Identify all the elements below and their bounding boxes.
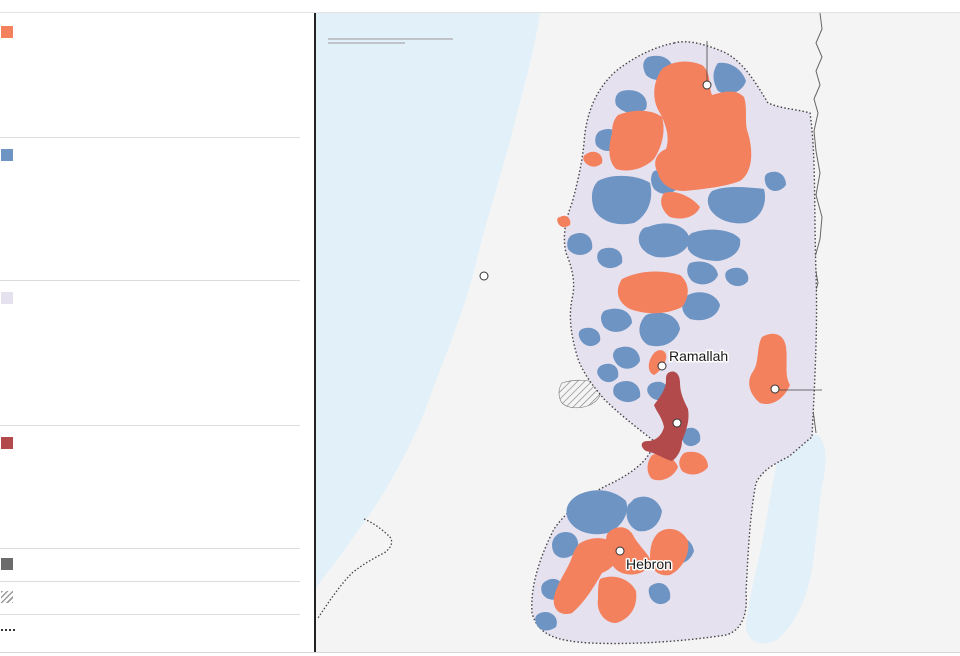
area-a-mid-large xyxy=(617,271,688,314)
legend-item-area-b xyxy=(0,138,300,281)
legend-item-area-a xyxy=(0,13,300,138)
area-b-mid-7 xyxy=(597,247,623,269)
legend-item-green-line xyxy=(0,615,300,651)
area-b-south-3 xyxy=(552,531,579,558)
east-jerusalem-swatch xyxy=(1,437,13,449)
area-b-mid-1 xyxy=(591,175,652,225)
area-c-swatch xyxy=(1,292,13,304)
area-b-north-3 xyxy=(615,90,647,114)
east-jerusalem-area xyxy=(641,371,689,461)
area-a-bethlehem-2 xyxy=(679,451,708,475)
hatch-swatch xyxy=(1,591,13,603)
area-b-mid-9 xyxy=(682,292,720,321)
area-a-hebron-west xyxy=(553,538,619,615)
area-b-jerusalem-east xyxy=(681,427,701,447)
area-b-mid-11 xyxy=(639,312,680,347)
area-a-hebron-east xyxy=(650,528,689,576)
city-marker-ramallah xyxy=(657,361,667,371)
area-b-south-2 xyxy=(626,496,662,532)
area-b-mid-15 xyxy=(613,380,641,403)
area-b-south-6 xyxy=(535,611,557,631)
area-b-mid-12 xyxy=(578,327,601,347)
area-a-zones xyxy=(553,61,790,623)
area-b-east-1 xyxy=(725,267,749,287)
city-marker-jericho xyxy=(770,384,780,394)
area-b-mid-4 xyxy=(764,171,786,191)
area-b-mid-6 xyxy=(687,229,741,261)
area-a-nablus xyxy=(654,61,752,191)
area-a-ramallah xyxy=(648,350,667,375)
area-b-mid-13 xyxy=(613,346,640,369)
area-b-west-2 xyxy=(567,232,593,255)
west-bank-map: Ramallah Hebron xyxy=(316,13,960,652)
mediterranean-sea xyxy=(316,13,540,588)
area-a-jericho xyxy=(749,333,790,405)
area-a-qalqilya xyxy=(557,215,571,228)
area-a-qalqilya-north xyxy=(583,151,603,167)
city-marker-jerusalem xyxy=(672,418,682,428)
top-divider xyxy=(0,12,960,13)
city-marker-nablus xyxy=(702,80,712,90)
area-a-tulkarm xyxy=(609,110,664,171)
city-marker-tel-aviv xyxy=(479,271,489,281)
legend-item-east-jerusalem xyxy=(0,426,300,549)
dead-sea xyxy=(746,432,826,644)
area-b-south-7 xyxy=(648,582,671,605)
legend-item-settlement xyxy=(0,549,300,582)
area-b-mid-5 xyxy=(638,223,690,258)
area-b-mid-8 xyxy=(687,261,718,285)
city-label-ramallah: Ramallah xyxy=(669,348,728,364)
area-a-hebron-center xyxy=(606,527,652,575)
area-b-south-1 xyxy=(566,490,628,535)
area-a-swatch xyxy=(1,26,13,38)
bottom-divider xyxy=(0,652,960,653)
settlement-swatch xyxy=(1,558,13,570)
area-b-north-2 xyxy=(713,62,746,94)
city-label-hebron: Hebron xyxy=(626,556,672,572)
area-b-mid-3 xyxy=(707,187,766,224)
area-a-salfit xyxy=(661,191,700,219)
area-b-swatch xyxy=(1,149,13,161)
legend-item-area-c xyxy=(0,281,300,426)
area-b-mid-14 xyxy=(597,363,619,383)
dotted-line-swatch xyxy=(1,629,15,631)
map-left-border xyxy=(314,13,316,653)
area-a-hebron-south xyxy=(597,576,637,623)
legend-item-no-mans-land xyxy=(0,582,300,615)
city-marker-hebron xyxy=(615,546,625,556)
area-b-mid-10 xyxy=(601,308,632,332)
map-legend xyxy=(0,13,300,652)
